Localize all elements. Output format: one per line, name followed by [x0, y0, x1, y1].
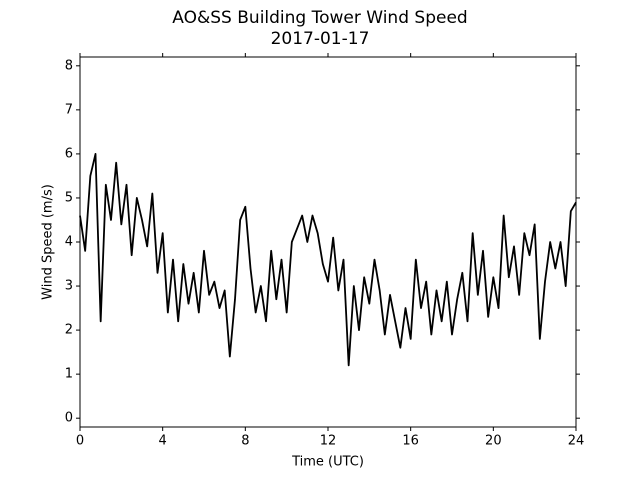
x-tick-label: 16	[402, 434, 419, 449]
x-tick-label: 4	[159, 434, 167, 449]
x-tick-label: 12	[320, 434, 337, 449]
chart-subtitle: 2017-01-17	[271, 29, 370, 49]
data-line	[79, 153, 577, 367]
x-tick-label: 8	[241, 434, 249, 449]
y-tick-label: 3	[65, 279, 73, 294]
y-axis-label: Wind Speed (m/s)	[41, 184, 56, 300]
y-tick-label: 7	[65, 102, 73, 117]
x-axis-label: Time (UTC)	[291, 455, 364, 470]
x-tick-label: 0	[76, 434, 84, 449]
y-tick-label: 5	[65, 190, 73, 205]
x-tick-label: 24	[568, 434, 585, 449]
y-tick-label: 6	[65, 146, 73, 161]
y-tick-label: 4	[65, 235, 73, 250]
y-tick-label: 8	[65, 58, 73, 73]
y-tick-label: 0	[65, 411, 73, 426]
x-tick-label: 20	[485, 434, 502, 449]
y-tick-label: 2	[65, 323, 73, 338]
y-tick-label: 1	[65, 367, 73, 382]
chart-title: AO&SS Building Tower Wind Speed	[172, 8, 467, 28]
